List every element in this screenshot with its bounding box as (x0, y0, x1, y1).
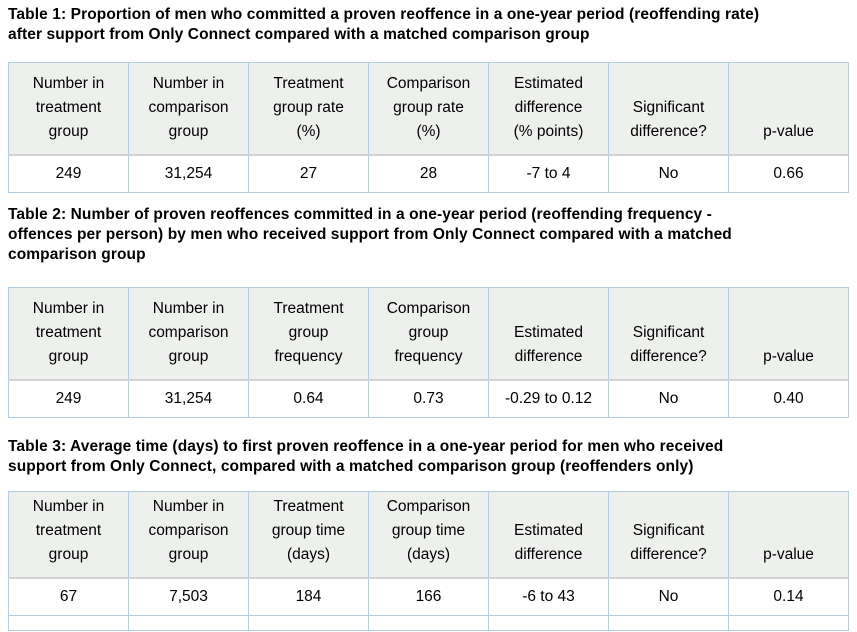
data-cell: 184 (248, 576, 369, 616)
header-cell: Number in comparison group (128, 491, 249, 578)
data-cell: -0.29 to 0.12 (488, 378, 609, 418)
data-cell: 249 (8, 378, 129, 418)
header-cell: p-value (728, 491, 849, 578)
header-cell: Significant difference? (608, 62, 729, 155)
table-1-title-line: Table 1: Proportion of men who committed… (8, 6, 760, 23)
header-cell: Number in treatment group (8, 62, 129, 155)
data-cell: 31,254 (128, 378, 249, 418)
data-cell: 67 (8, 576, 129, 616)
header-cell: Number in treatment group (8, 491, 129, 578)
data-cell: 0.66 (728, 153, 849, 193)
header-cell: Comparison group time (days) (368, 491, 489, 578)
header-cell: Estimated difference (488, 491, 609, 578)
data-cell: 0.64 (248, 378, 369, 418)
data-cell: 0.14 (728, 576, 849, 616)
table-3-clipped-row (8, 615, 849, 631)
table-2: Number in treatment group Number in comp… (8, 287, 849, 418)
table-3: Number in treatment group Number in comp… (8, 491, 849, 631)
header-cell: Treatment group frequency (248, 287, 369, 380)
header-cell: Treatment group rate (%) (248, 62, 369, 155)
table-2-data-row: 249 31,254 0.64 0.73 -0.29 to 0.12 No 0.… (8, 378, 849, 418)
header-cell: Comparison group frequency (368, 287, 489, 380)
header-cell: Estimated difference (% points) (488, 62, 609, 155)
table-2-title: Table 2: Number of proven reoffences com… (8, 205, 849, 265)
data-cell: 0.40 (728, 378, 849, 418)
header-cell: Number in comparison group (128, 287, 249, 380)
table-2-title-line: Table 2: Number of proven reoffences com… (8, 206, 712, 223)
header-cell: Treatment group time (days) (248, 491, 369, 578)
data-cell: No (608, 576, 729, 616)
data-cell: 166 (368, 576, 489, 616)
header-cell: Number in comparison group (128, 62, 249, 155)
data-cell: -7 to 4 (488, 153, 609, 193)
table-3-title-line: Table 3: Average time (days) to first pr… (8, 438, 724, 455)
data-cell: -6 to 43 (488, 576, 609, 616)
data-cell: No (608, 153, 729, 193)
table-3-header-row: Number in treatment group Number in comp… (8, 491, 849, 578)
table-2-header-row: Number in treatment group Number in comp… (8, 287, 849, 380)
table-1-header-row: Number in treatment group Number in comp… (8, 62, 849, 155)
data-cell: 31,254 (128, 153, 249, 193)
header-cell: p-value (728, 62, 849, 155)
table-1-data-row: 249 31,254 27 28 -7 to 4 No 0.66 (8, 153, 849, 193)
data-cell: 27 (248, 153, 369, 193)
header-cell: Significant difference? (608, 491, 729, 578)
table-1-title-line: after support from Only Connect compared… (8, 26, 590, 43)
header-cell: Number in treatment group (8, 287, 129, 380)
data-cell: 7,503 (128, 576, 249, 616)
data-cell: 249 (8, 153, 129, 193)
header-cell: p-value (728, 287, 849, 380)
header-cell: Comparison group rate (%) (368, 62, 489, 155)
table-1: Number in treatment group Number in comp… (8, 62, 849, 193)
table-2-title-line: comparison group (8, 246, 146, 263)
data-cell: No (608, 378, 729, 418)
table-3-title: Table 3: Average time (days) to first pr… (8, 437, 849, 477)
data-cell: 0.73 (368, 378, 489, 418)
table-1-title: Table 1: Proportion of men who committed… (8, 0, 849, 45)
table-3-data-row: 67 7,503 184 166 -6 to 43 No 0.14 (8, 576, 849, 616)
table-3-title-line: support from Only Connect, compared with… (8, 458, 694, 475)
header-cell: Significant difference? (608, 287, 729, 380)
table-2-title-line: offences per person) by men who received… (8, 226, 732, 243)
data-cell: 28 (368, 153, 489, 193)
header-cell: Estimated difference (488, 287, 609, 380)
